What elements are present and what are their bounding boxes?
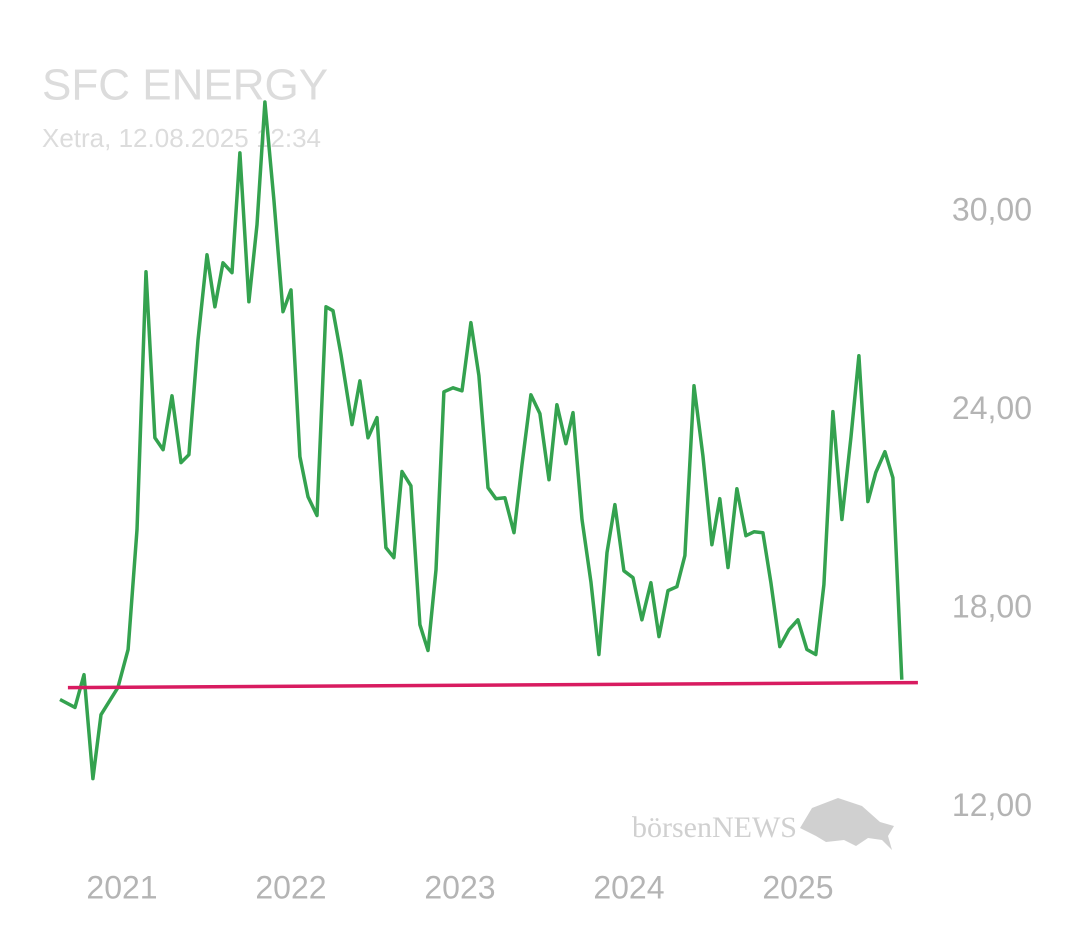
y-tick-label: 18,00 [952, 588, 1032, 624]
watermark-bull [800, 798, 894, 850]
watermark: börsenNEWS [632, 811, 797, 844]
chart-subtitle: Xetra, 12.08.2025 12:34 [42, 123, 321, 153]
x-tick-label: 2021 [86, 869, 157, 905]
x-tick-label: 2024 [593, 869, 664, 905]
y-tick-label: 30,00 [952, 191, 1032, 227]
line-series [59, 100, 904, 781]
y-tick-label: 24,00 [952, 390, 1032, 426]
x-tick-label: 2023 [424, 869, 495, 905]
x-tick-label: 2022 [255, 869, 326, 905]
chart-title: SFC ENERGY [42, 61, 328, 110]
line-series [67, 680, 918, 690]
y-tick-label: 12,00 [952, 787, 1032, 823]
x-tick-label: 2025 [762, 869, 833, 905]
